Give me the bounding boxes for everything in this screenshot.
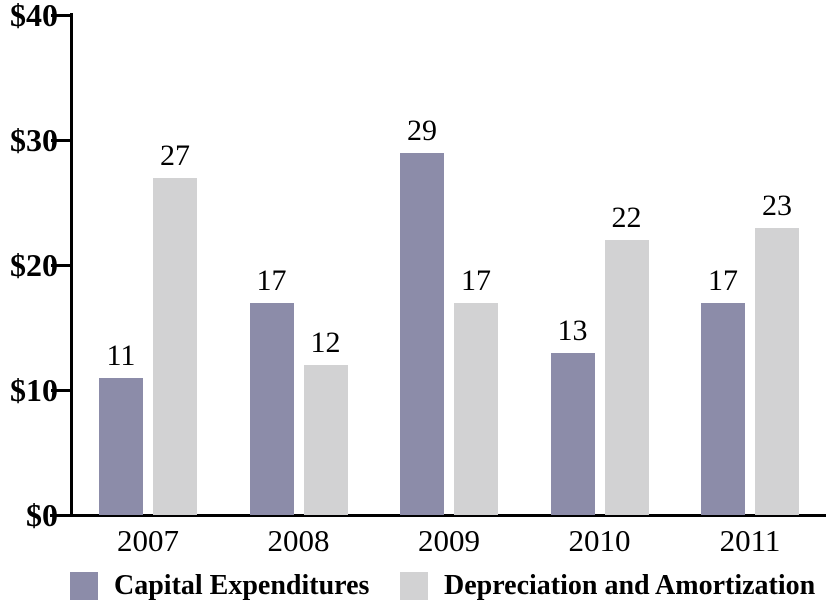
legend-item-depreciation-and-amortization: Depreciation and Amortization: [400, 570, 815, 602]
bar-value-label-capital-expenditures-2011: 17: [708, 263, 738, 297]
bar-value-label-depreciation-and-amortization-2008: 12: [310, 326, 341, 359]
bar-depreciation-and-amortization-2007: [153, 177, 197, 515]
x-tick-label-2010: 2010: [568, 523, 631, 558]
legend-swatch-depreciation-and-amortization: [400, 572, 428, 600]
bar-value-label-depreciation-and-amortization-2010: 22: [611, 201, 642, 234]
x-tick-label-2011: 2011: [719, 523, 781, 558]
bar-value-label-capital-expenditures-2009: 29: [407, 113, 437, 147]
y-tick-label-40: $40: [10, 0, 58, 33]
bar-value-label-depreciation-and-amortization-2011: 23: [762, 188, 792, 222]
bar-capital-expenditures-2011: [701, 302, 745, 515]
bar-value-label-depreciation-and-amortization-2007: 27: [160, 138, 190, 172]
x-tick-label-2008: 2008: [267, 523, 330, 558]
x-tick-label-2009: 2009: [418, 523, 480, 558]
y-tick-label-20: $20: [10, 247, 58, 283]
bar-value-label-capital-expenditures-2008: 17: [256, 263, 287, 297]
bar-depreciation-and-amortization-2009: [454, 302, 498, 515]
y-tick-20: [51, 264, 72, 267]
legend-label-capital-expenditures: Capital Expenditures: [114, 570, 370, 601]
x-tick-label-2007: 2007: [117, 523, 179, 558]
y-tick-30: [51, 139, 72, 142]
bar-depreciation-and-amortization-2010: [604, 240, 649, 515]
legend-item-capital-expenditures: Capital Expenditures: [70, 570, 369, 602]
bar-capital-expenditures-2008: [249, 302, 294, 515]
x-axis-line: [50, 514, 826, 517]
bar-value-label-capital-expenditures-2010: 13: [557, 313, 588, 347]
y-tick-label-10: $10: [10, 372, 58, 408]
legend: Capital Expenditures Depreciation and Am…: [0, 570, 826, 610]
bar-capital-expenditures-2009: [400, 152, 444, 515]
y-tick-40: [51, 14, 72, 17]
y-tick-10: [51, 389, 72, 392]
bar-depreciation-and-amortization-2011: [755, 227, 799, 515]
bar-capital-expenditures-2010: [550, 352, 595, 515]
bar-value-label-depreciation-and-amortization-2009: 17: [461, 263, 491, 297]
y-tick-label-30: $30: [10, 122, 58, 158]
legend-swatch-capital-expenditures: [70, 572, 98, 600]
bar-value-label-capital-expenditures-2007: 11: [106, 338, 136, 372]
bar-capital-expenditures-2007: [99, 377, 143, 515]
bar-depreciation-and-amortization-2008: [303, 365, 348, 515]
y-axis-line: [70, 13, 73, 517]
legend-label-depreciation-and-amortization: Depreciation and Amortization: [444, 570, 816, 601]
